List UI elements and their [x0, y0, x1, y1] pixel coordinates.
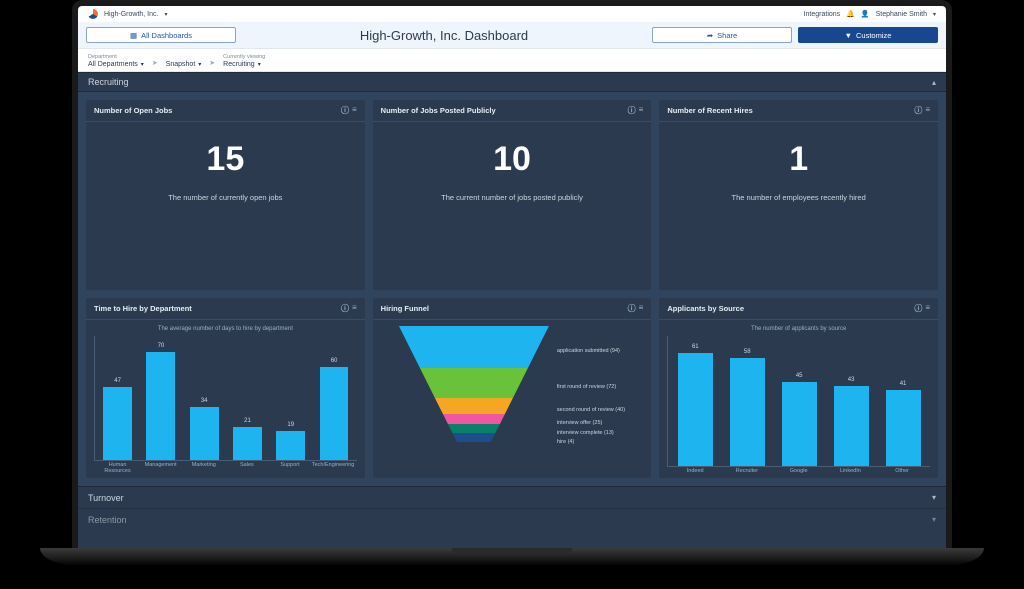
funnel-labels: application submitted (94)first round of…: [557, 326, 625, 446]
stat-sub: The number of employees recently hired: [732, 193, 866, 202]
logo-icon: [88, 9, 98, 19]
viewing-label: Currently viewing: [223, 54, 265, 60]
section-header-turnover[interactable]: Turnover ▾: [78, 486, 946, 508]
section-title: Retention: [88, 515, 127, 525]
all-dashboards-label: All Dashboards: [141, 31, 192, 40]
breadcrumb-sep: ➤: [148, 59, 162, 68]
card-title: Time to Hire by Department: [94, 304, 192, 313]
info-icon[interactable]: ⓘ: [628, 105, 636, 116]
share-button[interactable]: ➦ Share: [652, 27, 792, 43]
menu-icon[interactable]: ≡: [639, 105, 644, 116]
card-jobs-posted: Number of Jobs Posted Publicly ⓘ≡ 10 The…: [373, 100, 652, 290]
chevron-down-icon[interactable]: ▾: [258, 61, 261, 68]
dept-label: Department: [88, 54, 144, 60]
chevron-down-icon[interactable]: ▾: [933, 11, 936, 18]
dept-value[interactable]: All Departments: [88, 61, 138, 68]
snapshot-value[interactable]: Snapshot: [166, 61, 196, 68]
integrations-link[interactable]: Integrations: [804, 11, 841, 18]
stat-sub: The current number of jobs posted public…: [441, 193, 583, 202]
command-bar: ▦ All Dashboards High-Growth, Inc. Dashb…: [78, 22, 946, 48]
info-icon[interactable]: ⓘ: [914, 105, 922, 116]
laptop-base: [40, 548, 984, 566]
breadcrumb: Department All Departments ▾ ➤ Snapshot …: [78, 48, 946, 72]
share-icon: ➦: [707, 31, 713, 40]
breadcrumb-sep: ➤: [205, 59, 219, 68]
share-label: Share: [717, 31, 737, 40]
card-time-to-hire: Time to Hire by Department ⓘ≡ The averag…: [86, 298, 365, 478]
card-title: Number of Open Jobs: [94, 106, 172, 115]
stat-value: 1: [789, 140, 808, 179]
customize-label: Customize: [856, 31, 891, 40]
card-applicants: Applicants by Source ⓘ≡ The number of ap…: [659, 298, 938, 478]
info-icon[interactable]: ⓘ: [628, 303, 636, 314]
company-selector[interactable]: High-Growth, Inc.: [104, 11, 158, 18]
section-header-retention[interactable]: Retention ▾: [78, 508, 946, 530]
chevron-down-icon[interactable]: ▾: [164, 11, 167, 18]
bar-chart: 477034211960: [94, 336, 357, 461]
chevron-up-icon: ▴: [932, 78, 936, 87]
menu-icon[interactable]: ≡: [925, 303, 930, 314]
info-icon[interactable]: ⓘ: [341, 105, 349, 116]
card-title: Applicants by Source: [667, 304, 744, 313]
filter-icon: ▼: [845, 31, 852, 40]
menu-icon[interactable]: ≡: [639, 303, 644, 314]
customize-button[interactable]: ▼ Customize: [798, 27, 938, 43]
section-title: Turnover: [88, 493, 124, 503]
menu-icon[interactable]: ≡: [352, 105, 357, 116]
card-grid: Number of Open Jobs ⓘ≡ 15 The number of …: [78, 92, 946, 486]
chart-subtitle: The average number of days to hire by de…: [94, 326, 357, 332]
section-header-recruiting[interactable]: Recruiting ▴: [78, 72, 946, 92]
user-avatar-icon[interactable]: 👤: [861, 10, 870, 18]
bar-labels: Human ResourcesManagementMarketingSalesS…: [94, 461, 357, 474]
dashboard-body: Recruiting ▴ Number of Open Jobs ⓘ≡ 15 T…: [78, 72, 946, 560]
dashboard-title: High-Growth, Inc. Dashboard: [242, 28, 646, 43]
stat-value: 15: [206, 140, 244, 179]
info-icon[interactable]: ⓘ: [914, 303, 922, 314]
chevron-down-icon[interactable]: ▾: [141, 61, 144, 68]
chart-subtitle: The number of applicants by source: [667, 326, 930, 332]
bar-chart: 6158454341: [667, 336, 930, 467]
chevron-down-icon[interactable]: ▾: [198, 61, 201, 68]
user-name[interactable]: Stephanie Smith: [876, 11, 927, 18]
card-title: Hiring Funnel: [381, 304, 429, 313]
all-dashboards-button[interactable]: ▦ All Dashboards: [86, 27, 236, 43]
chevron-down-icon: ▾: [932, 515, 936, 524]
card-recent-hires: Number of Recent Hires ⓘ≡ 1 The number o…: [659, 100, 938, 290]
info-icon[interactable]: ⓘ: [341, 303, 349, 314]
card-title: Number of Jobs Posted Publicly: [381, 106, 496, 115]
chevron-down-icon: ▾: [932, 493, 936, 502]
card-title: Number of Recent Hires: [667, 106, 752, 115]
grid-icon: ▦: [130, 31, 137, 40]
menu-icon[interactable]: ≡: [352, 303, 357, 314]
funnel-chart: [399, 326, 549, 466]
stat-sub: The number of currently open jobs: [168, 193, 282, 202]
menu-icon[interactable]: ≡: [925, 105, 930, 116]
bar-labels: IndeedRecruiterGoogleLinkedInOther: [667, 467, 930, 475]
top-bar: High-Growth, Inc. ▾ Integrations 🔔 👤 Ste…: [78, 6, 946, 22]
bell-icon[interactable]: 🔔: [846, 10, 855, 18]
stat-value: 10: [493, 140, 531, 179]
card-open-jobs: Number of Open Jobs ⓘ≡ 15 The number of …: [86, 100, 365, 290]
section-title: Recruiting: [88, 77, 129, 87]
card-hiring-funnel: Hiring Funnel ⓘ≡ application submitted (…: [373, 298, 652, 478]
viewing-value[interactable]: Recruiting: [223, 61, 255, 68]
